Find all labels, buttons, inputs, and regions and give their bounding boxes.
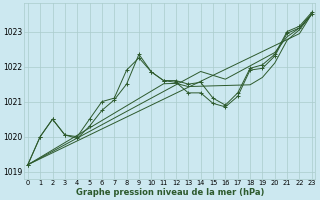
X-axis label: Graphe pression niveau de la mer (hPa): Graphe pression niveau de la mer (hPa) [76, 188, 264, 197]
